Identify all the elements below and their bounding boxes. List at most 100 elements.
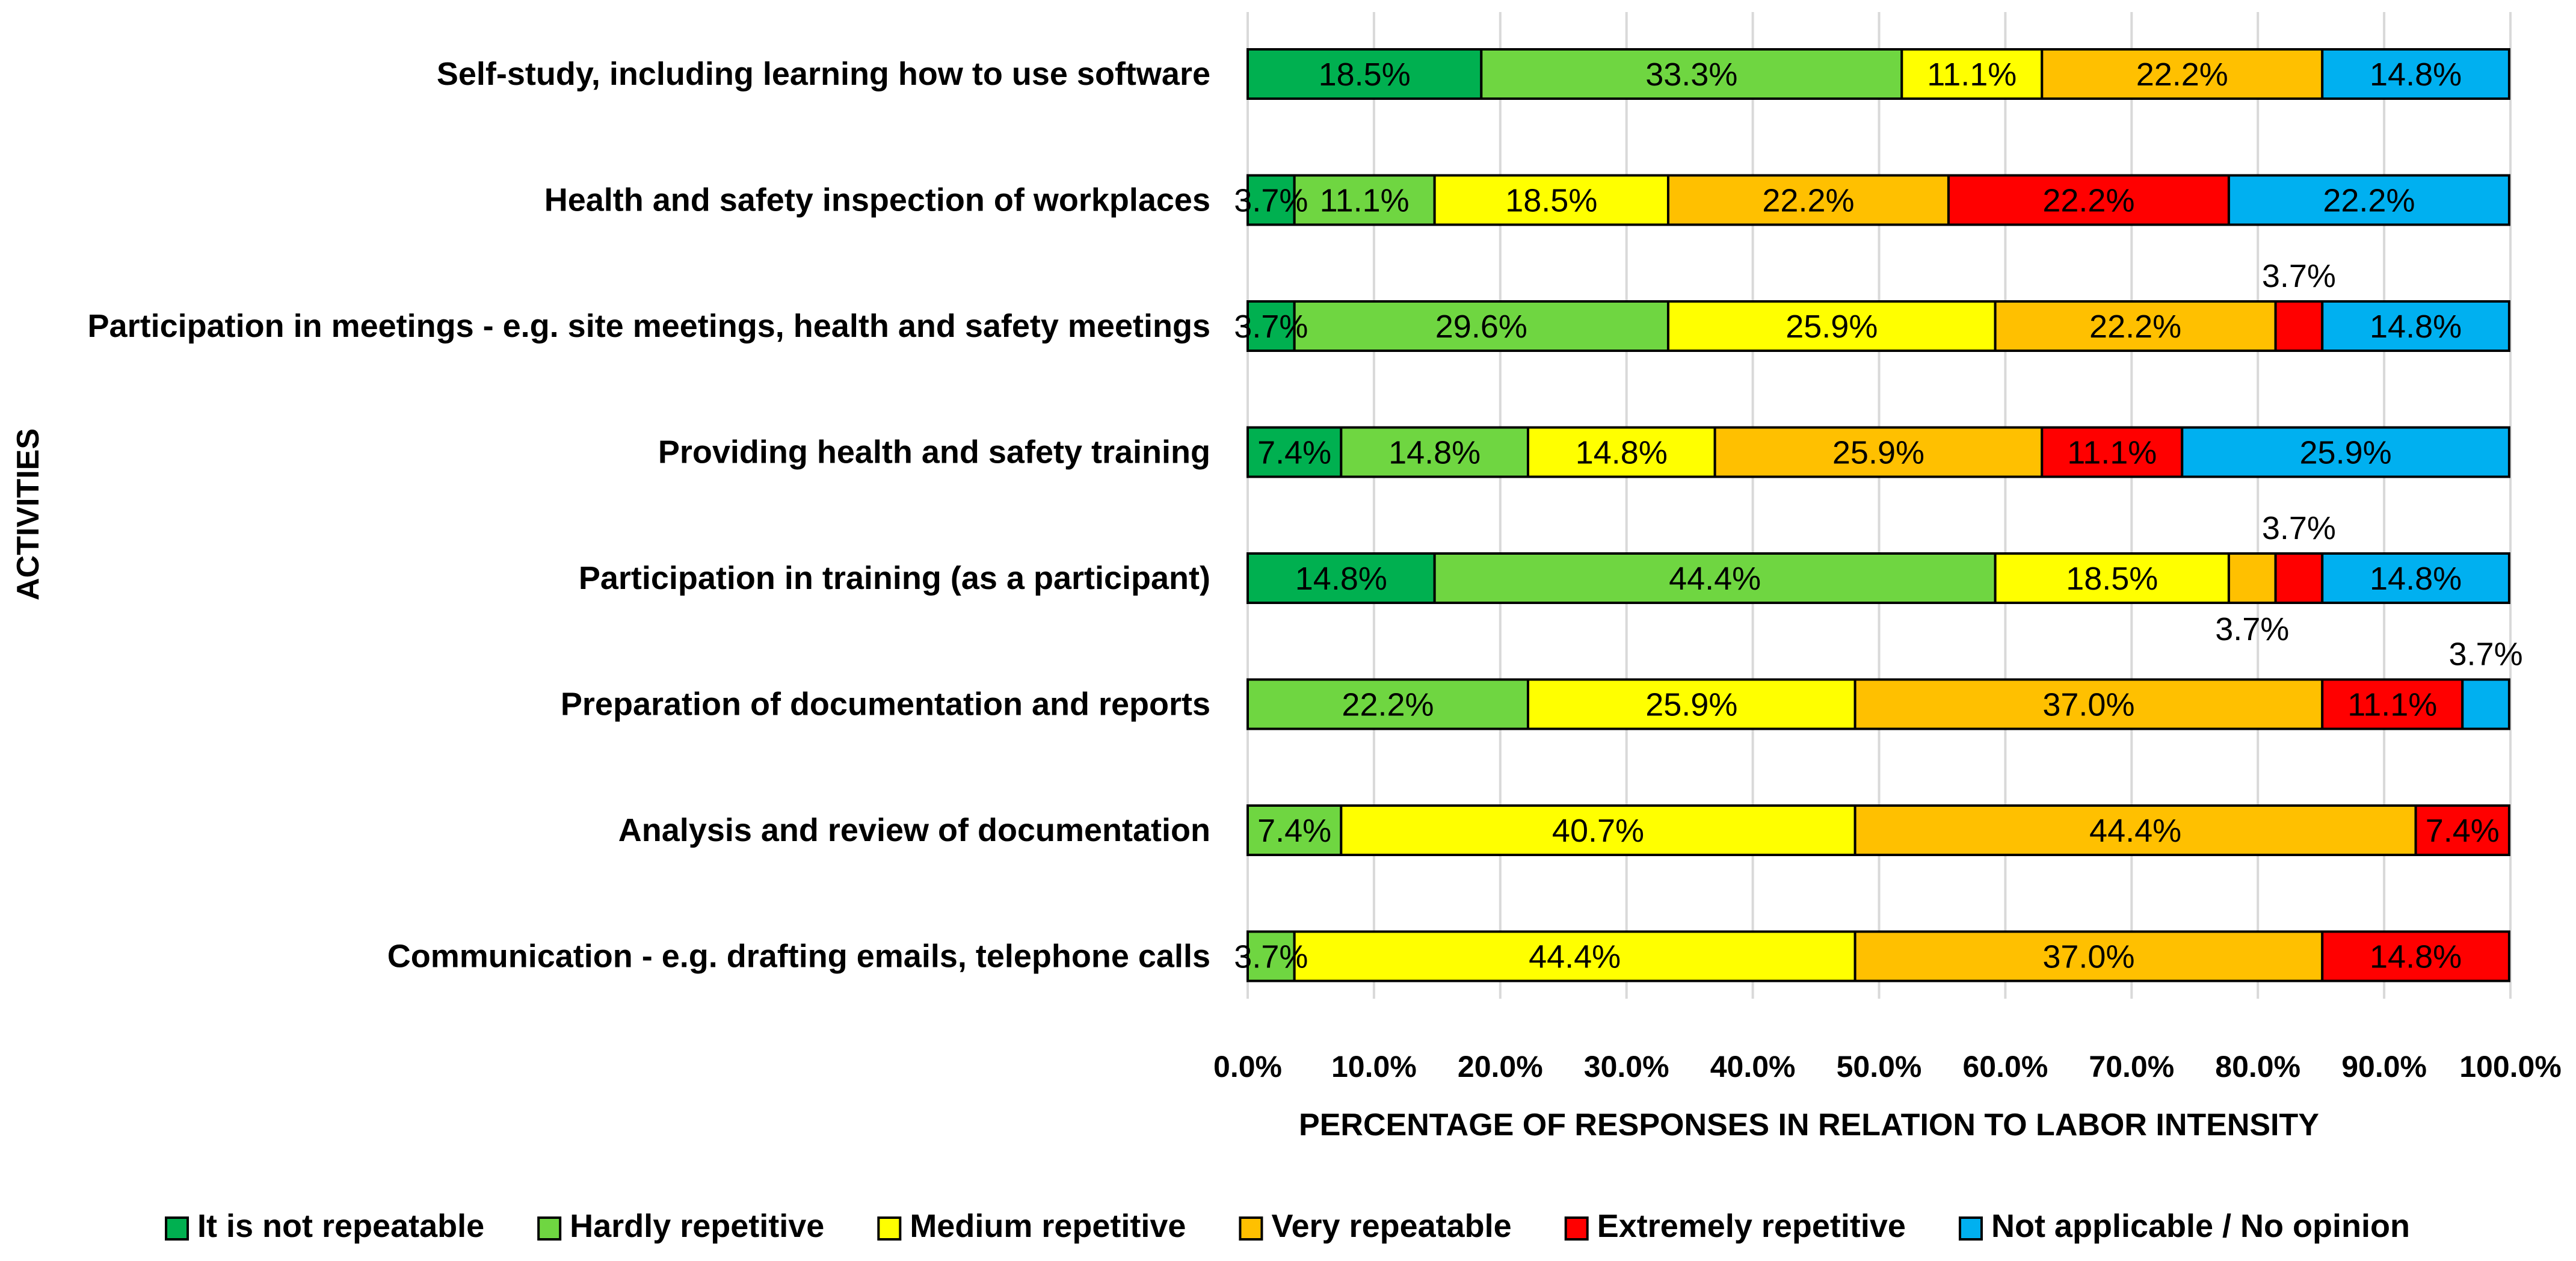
bar-segment — [1293, 174, 1436, 226]
data-label: 25.9% — [1786, 309, 1878, 345]
legend-swatch — [1564, 1216, 1589, 1241]
data-label: 25.9% — [2300, 435, 2392, 471]
data-label: 37.0% — [2042, 687, 2134, 723]
bar-segment — [1246, 804, 1343, 856]
bar-segment — [2461, 678, 2510, 730]
data-label: 14.8% — [2370, 57, 2462, 93]
data-label: 33.3% — [1645, 57, 1737, 93]
data-label-outside: 3.7% — [2262, 258, 2336, 294]
legend-label: Medium repetitive — [910, 1208, 1186, 1244]
category-label: Providing health and safety training — [658, 434, 1210, 470]
bar-segment — [1480, 48, 1903, 100]
data-label: 44.4% — [1529, 939, 1621, 975]
data-label: 14.8% — [2370, 561, 2462, 597]
data-label-outside: 3.7% — [2449, 637, 2523, 673]
data-label: 18.5% — [1319, 57, 1411, 93]
legend-label: Extremely repetitive — [1597, 1208, 1906, 1244]
legend-item: It is not repeatable — [165, 1208, 484, 1244]
data-label: 22.2% — [2136, 57, 2228, 93]
data-label: 44.4% — [1669, 561, 1761, 597]
bar-segment — [2041, 48, 2324, 100]
category-label: Participation in training (as a particip… — [579, 560, 1210, 596]
category-labels: Self-study, including learning how to us… — [88, 56, 1210, 975]
category-label: Self-study, including learning how to us… — [437, 56, 1210, 92]
x-tick-label: 20.0% — [1458, 1050, 1543, 1084]
data-label: 25.9% — [1645, 687, 1737, 723]
data-label: 44.4% — [2089, 813, 2181, 849]
bar-segment — [1853, 804, 2417, 856]
category-label: Health and safety inspection of workplac… — [544, 182, 1210, 218]
data-label: 22.2% — [2042, 183, 2134, 219]
x-tick-label: 100.0% — [2459, 1050, 2562, 1084]
y-axis-title: ACTIVITIES — [11, 428, 46, 600]
bar-segment — [1246, 174, 1296, 226]
bar-segment — [1246, 930, 1296, 982]
data-label: 3.7% — [1234, 309, 1308, 345]
legend-swatch — [537, 1216, 562, 1241]
data-label: 29.6% — [1435, 309, 1527, 345]
bar-segment — [1853, 678, 2324, 730]
bars — [1246, 48, 2510, 982]
bar-segment — [1526, 678, 1857, 730]
legend-item: Not applicable / No opinion — [1958, 1208, 2410, 1244]
bar-segment — [2041, 426, 2184, 478]
x-tick-label: 10.0% — [1331, 1050, 1417, 1084]
data-label: 14.8% — [1295, 561, 1387, 597]
data-label: 7.4% — [1257, 435, 1331, 471]
x-tick-label: 40.0% — [1710, 1050, 1796, 1084]
x-axis-title: PERCENTAGE OF RESPONSES IN RELATION TO L… — [1299, 1108, 2319, 1142]
data-label: 37.0% — [2042, 939, 2134, 975]
legend-label: Very repeatable — [1271, 1208, 1511, 1244]
bar-segment — [1293, 930, 1857, 982]
data-label-outside: 3.7% — [2262, 510, 2336, 546]
x-tick-label: 30.0% — [1584, 1050, 1669, 1084]
data-label-outside: 3.7% — [2215, 611, 2289, 647]
bar-segment — [2274, 300, 2324, 352]
x-tick-label: 90.0% — [2341, 1050, 2427, 1084]
bar-segment — [1293, 300, 1669, 352]
data-label: 7.4% — [2426, 813, 2500, 849]
legend-label: Not applicable / No opinion — [1991, 1208, 2410, 1244]
x-tick-label: 50.0% — [1837, 1050, 1922, 1084]
bar-segment — [1246, 552, 1436, 604]
bar-segment — [2321, 552, 2510, 604]
x-tick-label: 70.0% — [2089, 1050, 2174, 1084]
bar-segment — [2321, 300, 2510, 352]
legend: It is not repeatable Hardly repetitive Med… — [165, 1208, 2410, 1244]
x-tick-label: 60.0% — [1963, 1050, 2048, 1084]
bar-segment — [1666, 300, 1997, 352]
data-label: 18.5% — [1505, 183, 1597, 219]
data-label: 7.4% — [1257, 813, 1331, 849]
legend-swatch — [1958, 1216, 1983, 1241]
data-label: 14.8% — [2370, 309, 2462, 345]
data-label: 11.1% — [2067, 435, 2157, 471]
data-label: 3.7% — [1234, 939, 1308, 975]
bar-segment — [1246, 48, 1483, 100]
data-label: 11.1% — [2347, 687, 2437, 723]
data-label: 3.7% — [1234, 183, 1308, 219]
data-label: 11.1% — [1927, 57, 2017, 93]
bar-segment — [1713, 426, 2044, 478]
bar-segment — [1994, 300, 2277, 352]
data-label: 11.1% — [1320, 183, 1410, 219]
bar-segment — [2181, 426, 2510, 478]
legend-swatch — [877, 1216, 902, 1241]
legend-label: It is not repeatable — [197, 1208, 484, 1244]
legend-label: Hardly repetitive — [570, 1208, 824, 1244]
bar-segment — [1853, 930, 2324, 982]
data-label: 22.2% — [1762, 183, 1854, 219]
x-tick-labels: 0.0% 10.0% 20.0% 30.0% 40.0% 50.0% 60.0% 70.0% 8… — [1213, 1050, 2562, 1084]
bar-segment — [2227, 174, 2510, 226]
bar-segment — [2227, 552, 2277, 604]
legend-item: Very repeatable — [1239, 1208, 1512, 1244]
bar-segment — [1340, 804, 1857, 856]
data-label: 14.8% — [1576, 435, 1668, 471]
data-label: 40.7% — [1552, 813, 1644, 849]
legend-item: Extremely repetitive — [1564, 1208, 1906, 1244]
bar-segment — [1433, 552, 1997, 604]
category-label: Preparation of documentation and reports — [561, 686, 1210, 723]
legend-swatch — [165, 1216, 190, 1241]
data-label: 14.8% — [1388, 435, 1481, 471]
